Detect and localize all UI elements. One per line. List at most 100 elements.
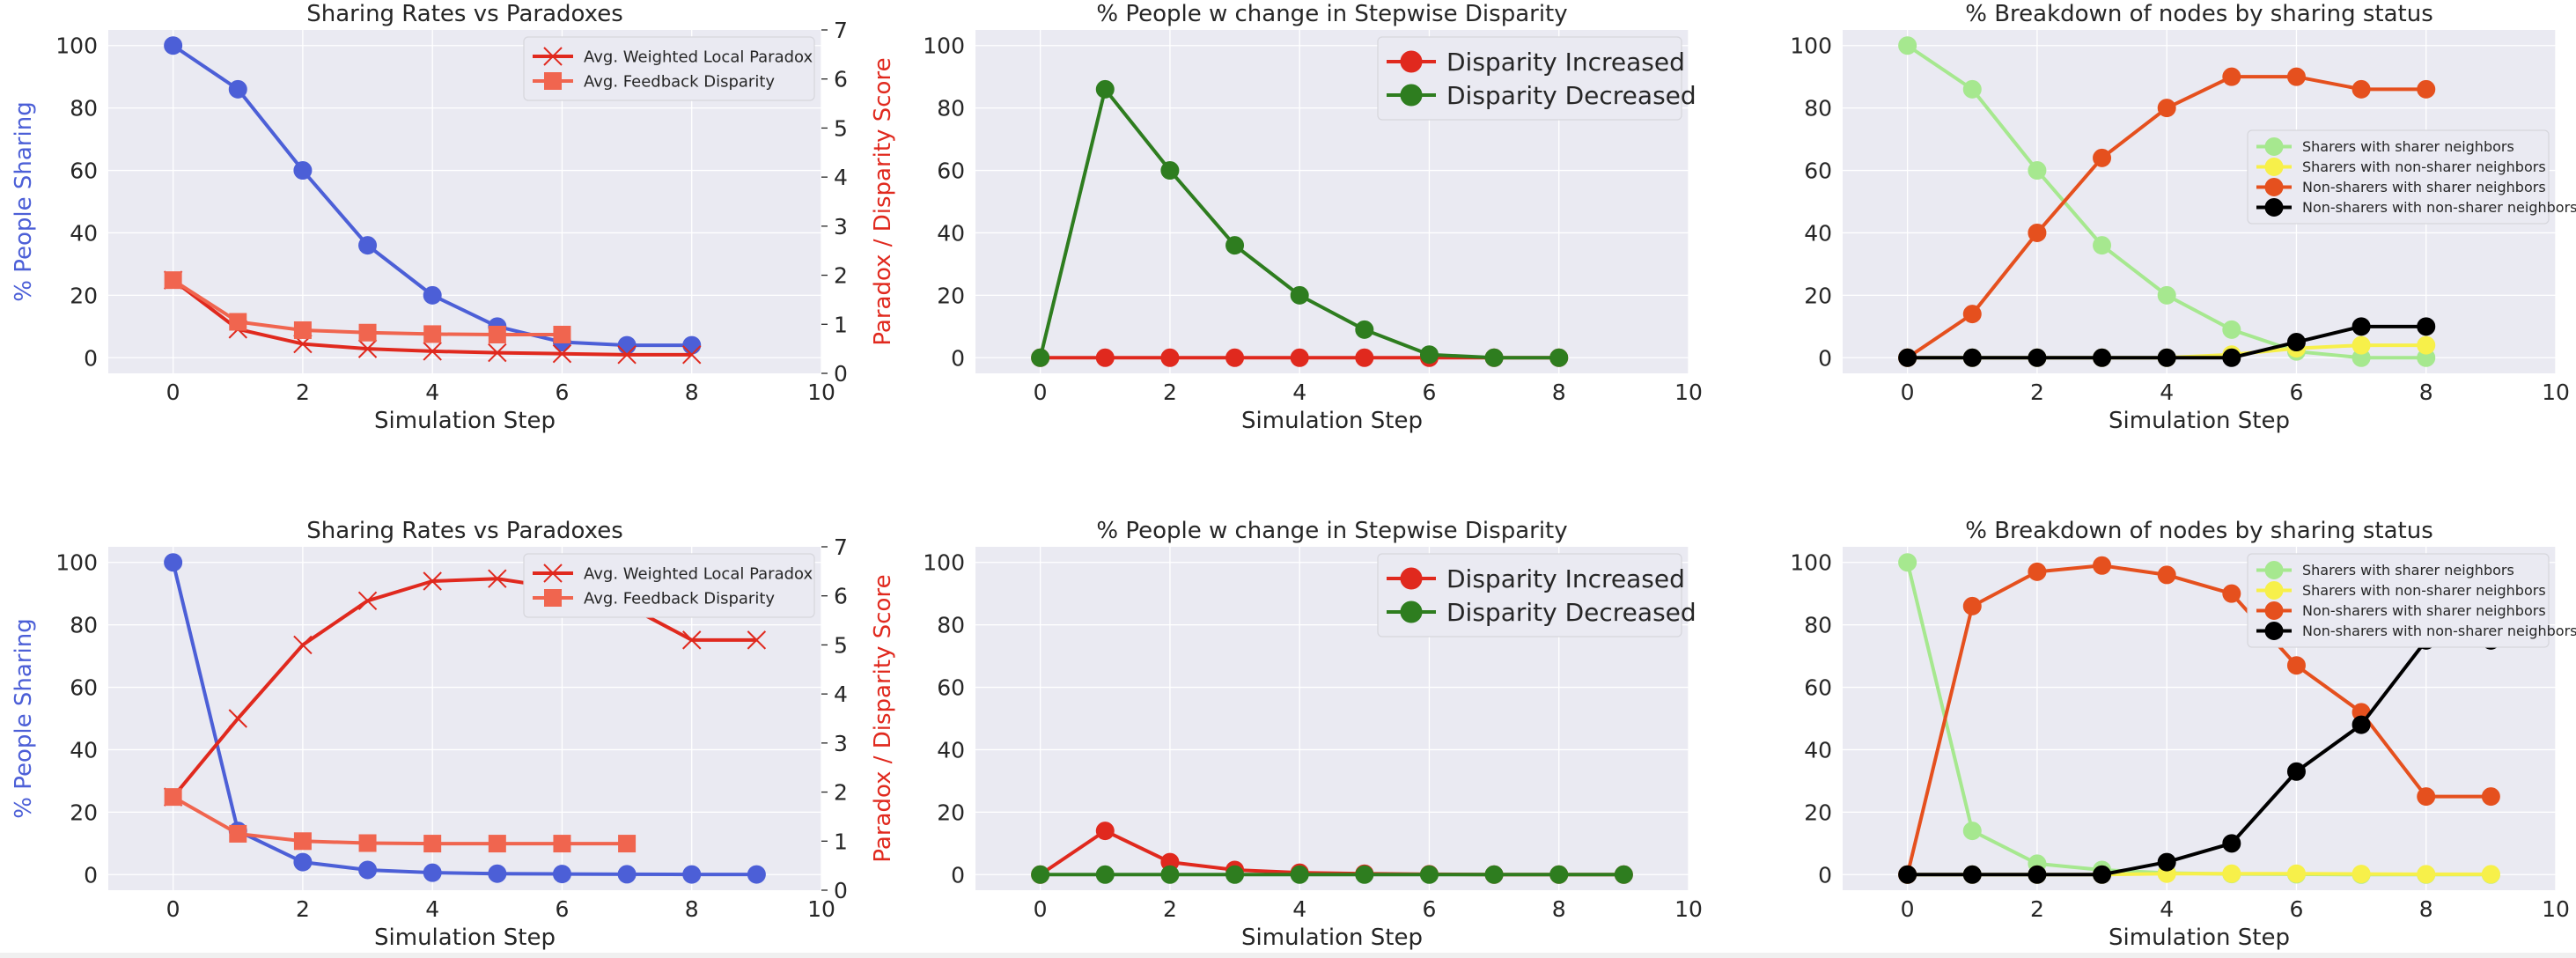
chart-title: % People w change in Stepwise Disparity <box>1096 1 1567 27</box>
chart-title: Sharing Rates vs Paradoxes <box>306 1 623 27</box>
data-point <box>228 709 247 728</box>
y2-tick-label: 5 <box>834 632 848 658</box>
legend-swatch-marker <box>543 564 563 583</box>
data-point <box>553 325 571 343</box>
x-tick-label: 0 <box>1034 896 1048 922</box>
data-point <box>618 835 637 853</box>
data-point <box>2352 335 2371 355</box>
legend-box <box>2247 129 2550 225</box>
data-point <box>1549 348 1569 367</box>
series-3 <box>164 271 571 343</box>
y-tick-label: 100 <box>1790 33 1832 59</box>
legend-swatch-marker <box>1400 84 1423 107</box>
data-point <box>1549 865 1569 884</box>
x-tick-label: 0 <box>1901 380 1915 405</box>
y2-tick-label: 2 <box>834 263 848 289</box>
bottom-scroll-strip <box>0 953 2576 958</box>
y-tick-label: 100 <box>55 550 98 576</box>
data-point <box>1031 348 1050 367</box>
data-point <box>1095 865 1115 884</box>
y-tick-label: 80 <box>937 613 965 638</box>
y-axis-label: % People Sharing <box>11 618 37 818</box>
data-point <box>164 788 182 807</box>
data-point <box>1160 161 1180 181</box>
data-point <box>358 236 378 255</box>
legend-swatch-marker <box>2264 158 2284 176</box>
data-point <box>747 630 767 650</box>
y-tick-label: 60 <box>1804 158 1832 184</box>
data-point <box>358 860 378 880</box>
y-tick-label: 80 <box>1804 613 1832 638</box>
data-point <box>2028 161 2047 181</box>
data-point <box>2417 787 2436 807</box>
legend-swatch-marker <box>543 47 563 66</box>
data-point <box>2028 562 2047 581</box>
x-tick-label: 10 <box>2542 380 2570 405</box>
data-point <box>682 345 702 365</box>
x-tick-label: 4 <box>2160 896 2174 922</box>
data-point <box>1225 348 1245 367</box>
legend-box <box>1377 553 1682 637</box>
data-point <box>2028 865 2047 884</box>
data-point <box>1355 348 1374 367</box>
data-point <box>423 835 442 853</box>
y-tick-label: 80 <box>937 96 965 122</box>
data-point <box>2352 79 2371 99</box>
legend: Sharers with sharer neighbors Sharers wit… <box>2247 553 2576 648</box>
data-point <box>552 344 572 364</box>
data-point <box>423 863 442 882</box>
y-tick-label: 80 <box>70 613 98 638</box>
x-tick-label: 6 <box>2290 380 2304 405</box>
data-point <box>2093 348 2112 367</box>
legend-swatch-marker <box>2264 581 2284 600</box>
y2-tick-label: 0 <box>834 878 848 903</box>
x-tick-label: 4 <box>2160 380 2174 405</box>
y-tick-label: 40 <box>937 737 965 763</box>
data-point <box>164 271 182 290</box>
y-tick-label: 0 <box>951 345 965 371</box>
data-point <box>2222 834 2241 853</box>
legend-entry: Avg. Feedback Disparity <box>533 589 775 608</box>
data-point <box>2222 67 2241 86</box>
data-point <box>228 79 247 99</box>
data-point <box>617 865 637 884</box>
y2-tick-label: 5 <box>834 115 848 141</box>
x-tick-label: 2 <box>1163 896 1177 922</box>
x-tick-label: 2 <box>296 380 310 405</box>
data-point <box>2286 864 2306 883</box>
y-tick-label: 0 <box>84 345 98 371</box>
x-tick-label: 6 <box>1423 380 1437 405</box>
data-point <box>552 865 571 884</box>
series-2 <box>1031 79 1569 367</box>
y-tick-label: 40 <box>70 737 98 763</box>
chart-title: % Breakdown of nodes by sharing status <box>1965 1 2433 27</box>
x-tick-label: 10 <box>1674 896 1703 922</box>
data-point <box>2352 865 2371 884</box>
data-point <box>2481 787 2500 807</box>
x-tick-label: 4 <box>425 380 439 405</box>
data-point <box>358 323 377 342</box>
data-point <box>617 345 637 365</box>
legend-entry: Non-sharers with sharer neighbors <box>2256 178 2546 196</box>
legend-entry: Non-sharers with non-sharer neighbors <box>2256 198 2576 217</box>
y-tick-label: 60 <box>70 675 98 701</box>
x-axis-label: Simulation Step <box>2109 408 2290 434</box>
data-point <box>2222 584 2241 603</box>
y-tick-label: 40 <box>937 220 965 246</box>
data-point <box>1962 822 1982 841</box>
data-point <box>293 635 313 655</box>
y-tick-label: 60 <box>1804 675 1832 701</box>
data-point <box>1962 596 1982 615</box>
data-point <box>164 36 183 55</box>
x-tick-label: 8 <box>2419 380 2433 405</box>
data-point <box>357 591 378 610</box>
data-point <box>1962 348 1982 367</box>
x-axis-label: Simulation Step <box>374 925 556 951</box>
y-tick-label: 0 <box>951 862 965 888</box>
data-point <box>293 832 312 851</box>
data-point <box>293 321 312 339</box>
data-point <box>682 335 702 355</box>
